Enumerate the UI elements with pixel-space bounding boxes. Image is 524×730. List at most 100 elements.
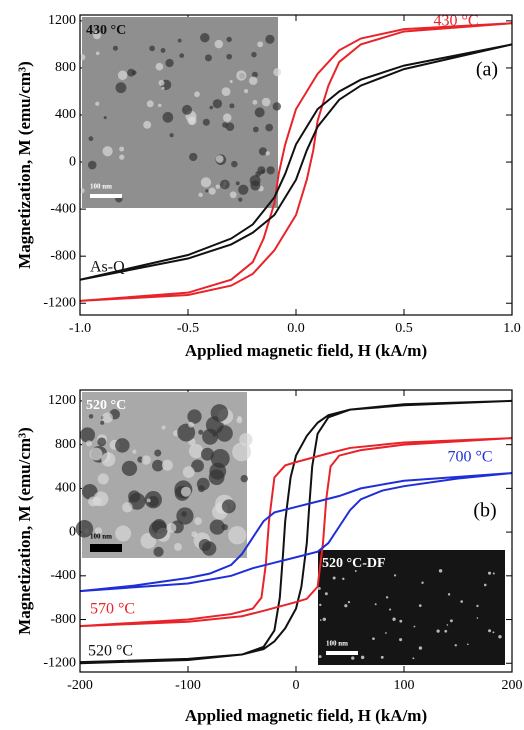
inset-grain: [88, 496, 99, 507]
inset-grain: [258, 147, 268, 156]
inset-grain: [82, 483, 98, 500]
inset-grain: [191, 531, 198, 538]
x-tick-label: 200: [502, 678, 523, 693]
inset-grain: [177, 423, 196, 442]
inset-grain: [200, 447, 214, 461]
inset-grain: [88, 136, 94, 142]
inset-grain: [255, 171, 262, 177]
inset-grain: [95, 101, 100, 106]
inset-grain: [85, 440, 93, 447]
inset-grain: [177, 38, 182, 43]
inset-grain: [229, 80, 233, 84]
inset-grain: [154, 449, 162, 457]
inset-grain: [89, 447, 103, 461]
inset-grain: [214, 39, 224, 49]
inset-grain: [200, 32, 210, 43]
inset-grain: [421, 581, 424, 584]
panel-label: (a): [476, 59, 498, 81]
y-tick-label: 800: [55, 60, 76, 75]
inset-grain: [498, 635, 502, 639]
inset-grain: [251, 71, 258, 78]
inset-grain: [251, 51, 257, 58]
scale-bar: [90, 544, 122, 552]
inset-grain: [103, 116, 107, 120]
inset-grain: [238, 184, 249, 195]
inset-grain: [165, 58, 174, 68]
inset-grain: [418, 646, 423, 650]
x-tick-label: -100: [175, 678, 201, 693]
x-axis-label: Applied magnetic field, H (kA/m): [185, 341, 427, 360]
inset-grain: [182, 104, 193, 115]
inset-grain: [385, 632, 387, 634]
inset-grain: [187, 409, 202, 424]
inset-grain: [198, 429, 204, 435]
y-tick-label: -1200: [43, 655, 76, 670]
panel-label: (b): [473, 500, 496, 522]
series-label: 570 °C: [90, 601, 135, 618]
inset-grain: [161, 86, 165, 90]
inset-grain: [254, 107, 265, 118]
inset-grain: [202, 428, 219, 445]
y-tick-label: 0: [69, 154, 76, 169]
inset-grain: [162, 111, 174, 123]
y-tick-label: -400: [50, 201, 76, 216]
inset-grain: [265, 34, 275, 44]
x-tick-label: 1.0: [503, 321, 521, 336]
inset-grain: [487, 571, 492, 575]
inset-grain: [449, 619, 453, 623]
inset-grain: [229, 103, 235, 109]
inset-grain: [221, 499, 236, 514]
inset-grain: [265, 123, 274, 132]
inset-grain: [102, 412, 113, 423]
x-tick-label: -0.5: [177, 321, 199, 336]
x-axis-label: Applied magnetic field, H (kA/m): [185, 706, 427, 725]
inset-grain: [169, 133, 174, 138]
inset-grain: [146, 100, 154, 108]
inset-grain: [374, 603, 377, 606]
inset-grain: [200, 177, 212, 188]
inset-grain: [161, 459, 173, 471]
x-tick-label: 100: [394, 678, 415, 693]
y-tick-label: 1200: [48, 393, 76, 408]
inset-grain: [202, 118, 210, 126]
inset-grain: [492, 631, 495, 634]
inset-grain: [399, 619, 403, 623]
inset-grain: [252, 99, 258, 105]
inset-grain: [460, 600, 464, 603]
inset-grain: [235, 181, 240, 186]
inset-grain: [112, 45, 119, 51]
inset-grain: [115, 438, 130, 453]
inset-grain: [182, 466, 195, 478]
inset-grain: [389, 608, 392, 611]
y-axis-label: Magnetization, M (emu/cm³): [15, 427, 34, 635]
inset-grain: [198, 192, 203, 198]
inset-grain: [181, 511, 187, 517]
inset-grain: [97, 473, 109, 485]
y-axis-label: Magnetization, M (emu/cm³): [15, 61, 34, 269]
inset-grain: [121, 460, 138, 477]
inset-grain: [273, 68, 282, 77]
inset-grain: [210, 404, 229, 422]
y-tick-label: -400: [50, 568, 76, 583]
inset-grain: [143, 120, 152, 129]
x-tick-label: 0.5: [395, 321, 413, 336]
y-tick-label: 0: [69, 524, 76, 539]
inset-grain: [399, 638, 403, 642]
scale-label: 100 nm: [90, 533, 112, 541]
series-label: 700 °C: [447, 449, 492, 466]
inset-grain: [174, 542, 182, 551]
inset-grain: [347, 600, 351, 604]
scale-bar: [326, 651, 358, 655]
inset-grain: [332, 576, 336, 580]
inset-grain: [266, 166, 275, 175]
inset-grain: [196, 477, 210, 491]
inset-grain: [272, 102, 282, 111]
series-label: 520 °C: [88, 643, 133, 660]
inset-grain: [454, 644, 457, 647]
inset-grain: [248, 76, 258, 85]
inset-grain: [212, 99, 223, 109]
inset-grain: [219, 179, 230, 190]
inset-grain: [447, 593, 451, 596]
inset-grain: [240, 474, 248, 483]
